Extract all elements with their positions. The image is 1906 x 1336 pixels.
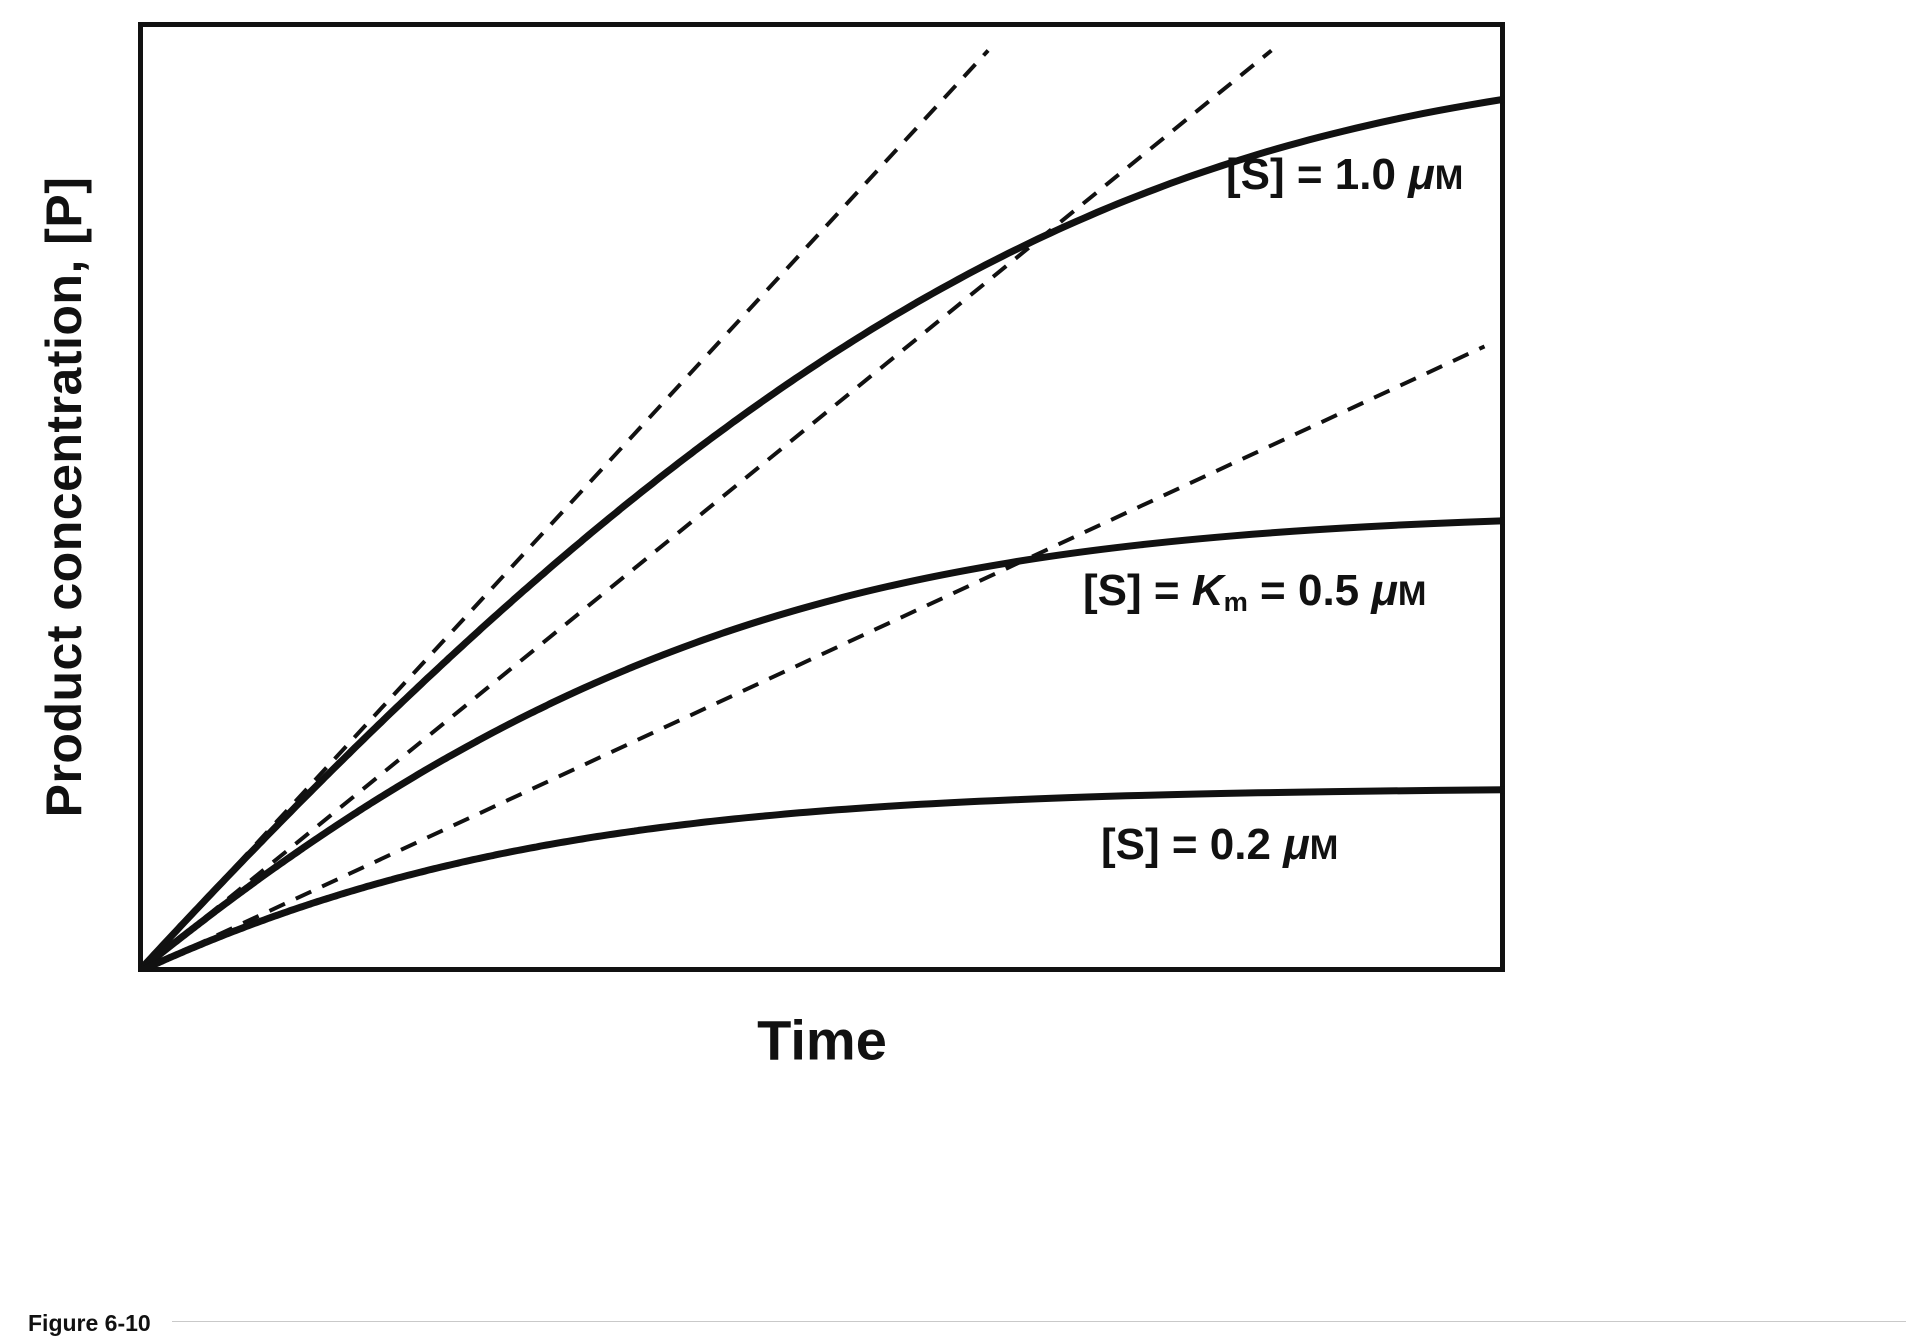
unit-molar: M: [1397, 575, 1427, 613]
series-label-s02: [S] = 0.2 μM: [1101, 820, 1338, 870]
mu-symbol: μ: [1371, 566, 1398, 615]
unit-molar: M: [1434, 159, 1464, 197]
progress-curve-s02: [138, 786, 1505, 972]
mu-symbol: μ: [1283, 820, 1310, 869]
plot-frame: [138, 22, 1505, 972]
series-label-text: = 0.5: [1247, 566, 1372, 615]
progress-curve-s10: [138, 95, 1505, 972]
plot-area: [138, 22, 1505, 972]
series-label-s05: [S] = Km = 0.5 μM: [1083, 566, 1427, 618]
series-label-text: [S] = 0.2: [1101, 820, 1284, 869]
page-bottom-rule: [172, 1321, 1906, 1322]
initial-velocity-tangent-s02: [138, 344, 1486, 972]
y-axis-label: Product concentration, [P]: [36, 176, 92, 818]
x-axis-label: Time: [757, 1008, 887, 1072]
km-subscript: m: [1223, 586, 1248, 617]
mu-symbol: μ: [1408, 150, 1435, 199]
series-label-text: [S] = 1.0: [1226, 150, 1409, 199]
initial-velocity-tangent-s05: [138, 48, 1273, 972]
series-label-text: [S] =: [1083, 566, 1192, 615]
unit-molar: M: [1309, 829, 1339, 867]
km-symbol: K: [1191, 566, 1224, 615]
progress-curve-s05: [138, 517, 1505, 972]
figure-caption: Figure 6-10: [28, 1310, 151, 1336]
series-label-s10: [S] = 1.0 μM: [1226, 150, 1463, 200]
